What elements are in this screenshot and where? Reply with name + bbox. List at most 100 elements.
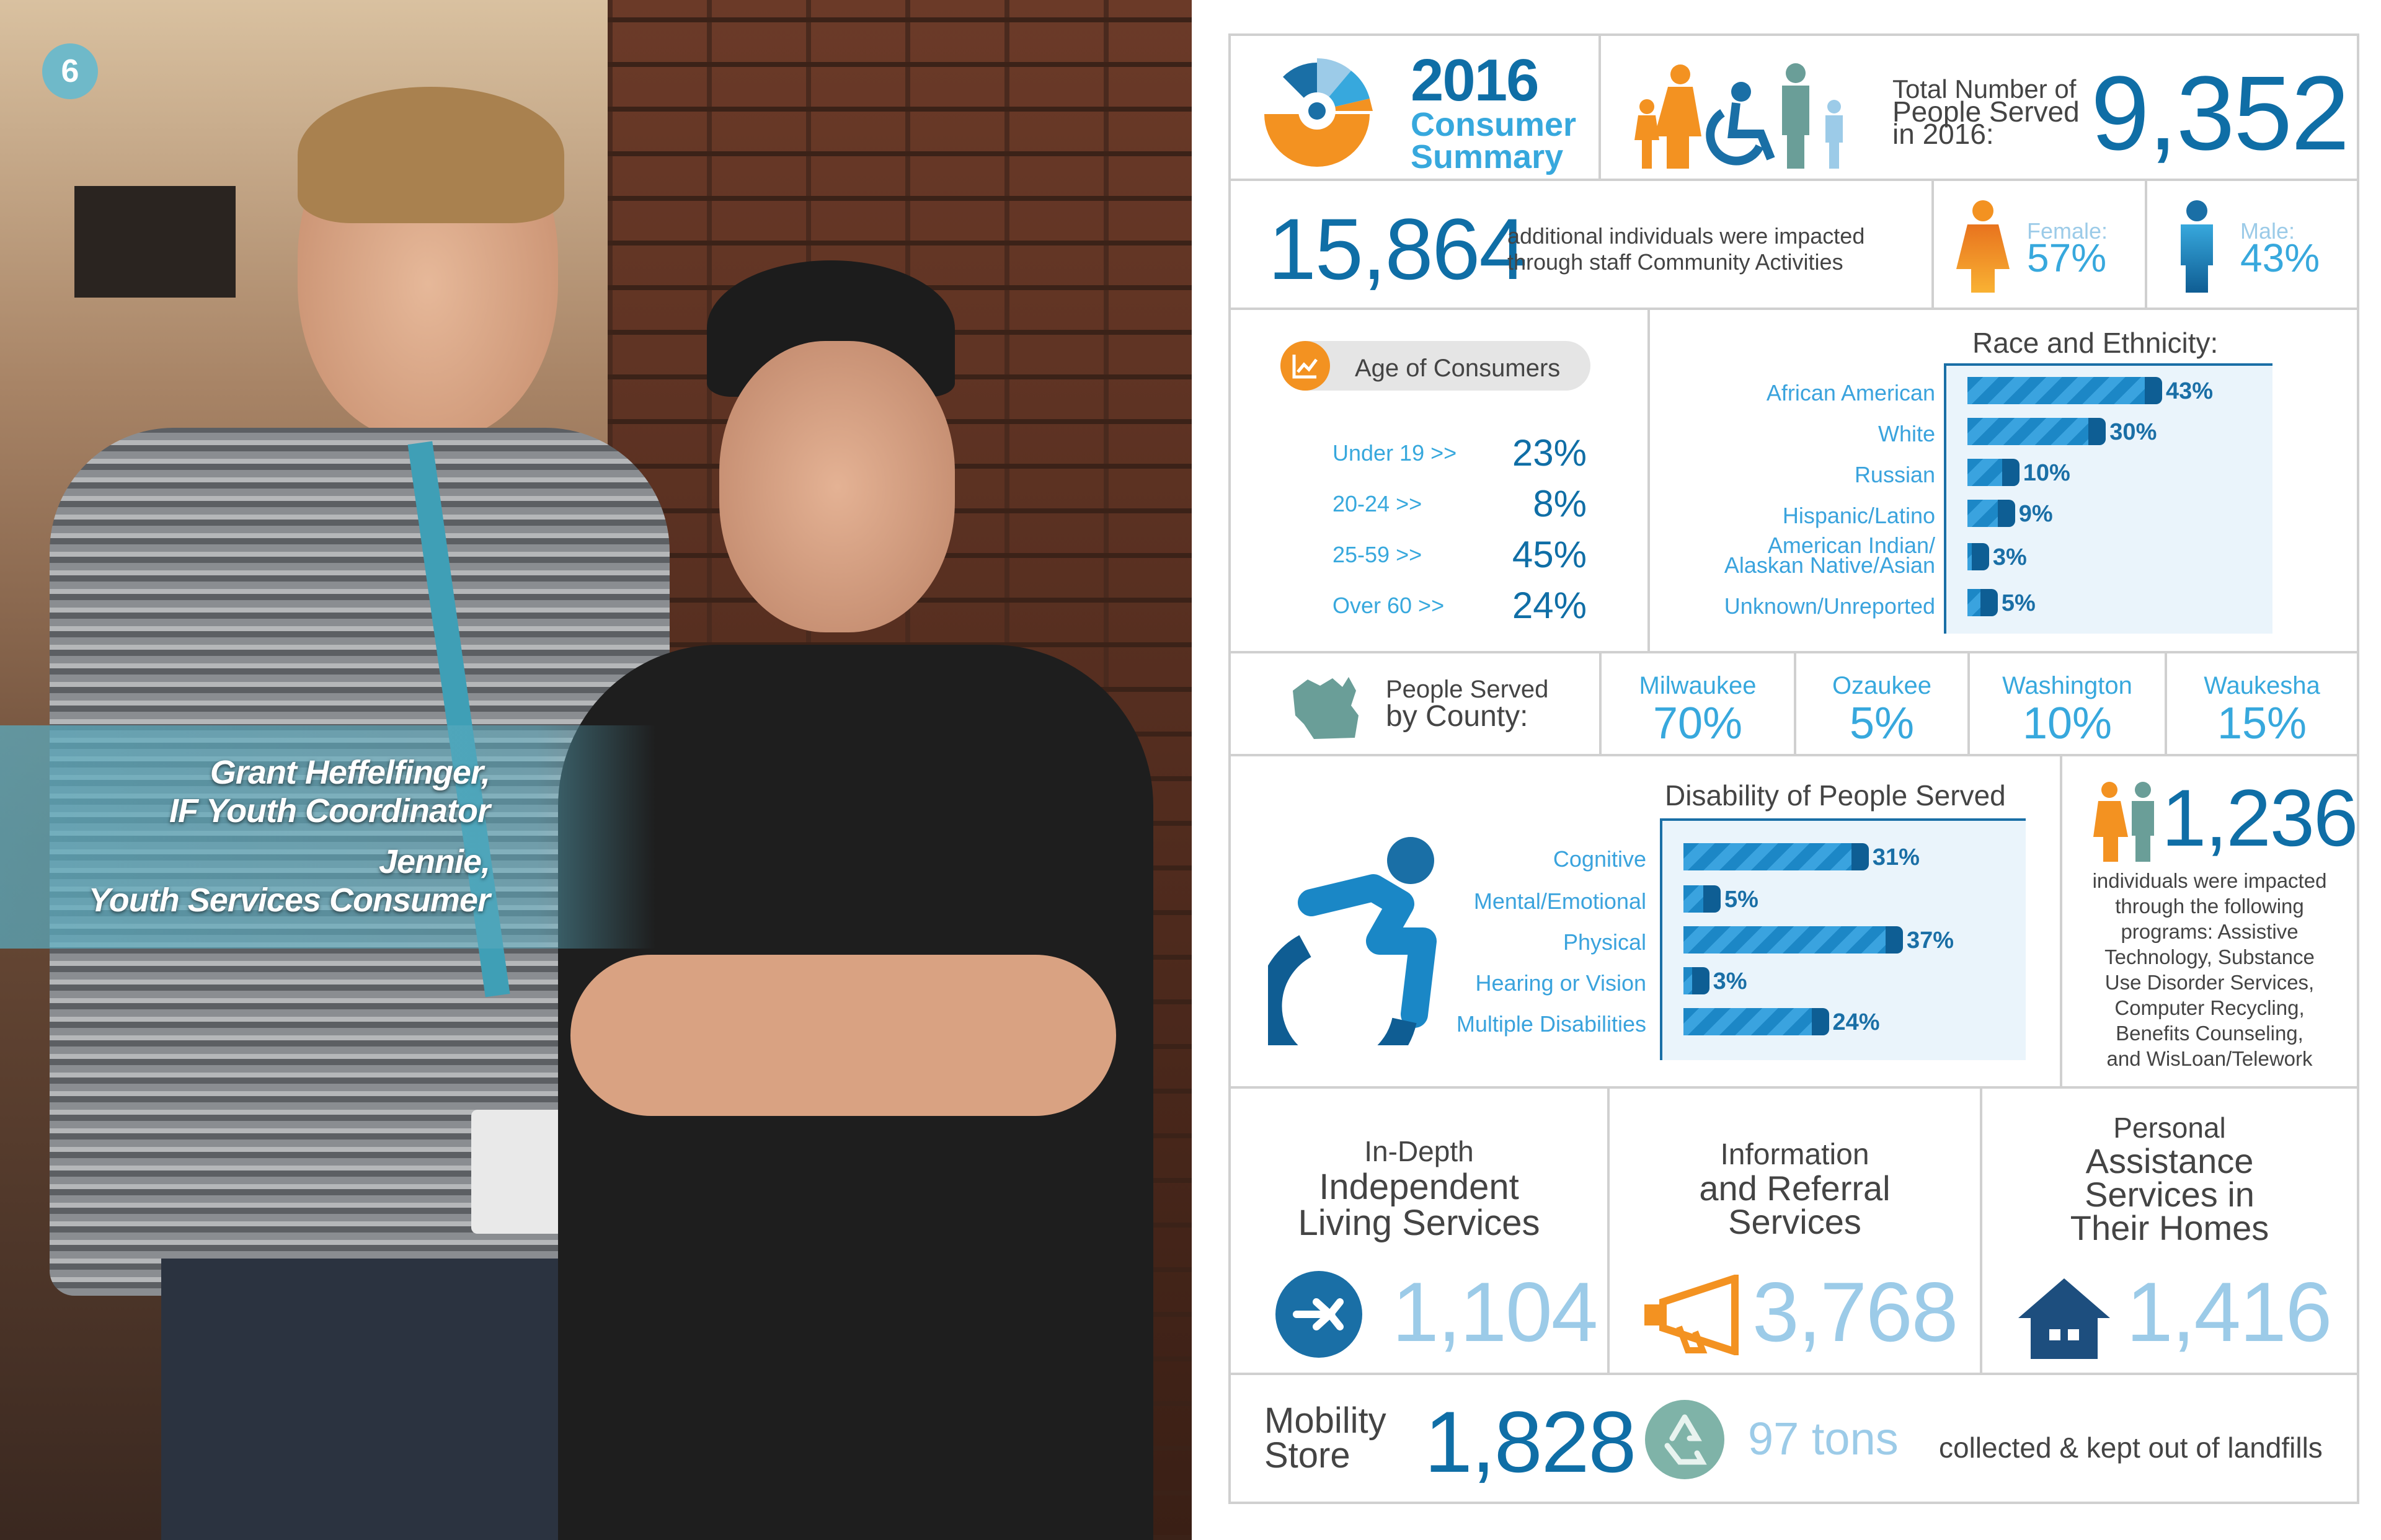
programs-line: and WisLoan/Telework	[2106, 1047, 2313, 1070]
race-pct-1: 30%	[2109, 419, 2157, 445]
female-icon	[1956, 200, 2010, 293]
mobility-value: 1,828	[1424, 1393, 1636, 1490]
disability-label-0: Cognitive	[1553, 846, 1646, 872]
programs-line: programs: Assistive	[2121, 920, 2299, 943]
race-bar-5	[1967, 589, 1998, 616]
race-bar-1	[1967, 418, 2106, 445]
county-label-1: People Served	[1386, 676, 1549, 703]
race-label-4-line2: Alaskan Native/Asian	[1724, 552, 1935, 578]
total-label-1: Total Number of	[1892, 74, 2077, 104]
disability-bar-4	[1683, 1008, 1829, 1035]
race-title: Race and Ethnicity:	[1972, 327, 2219, 359]
male-value: 43%	[2240, 236, 2320, 280]
service-title: Personal Assistance Services in Their Ho…	[1982, 1111, 2357, 1247]
race-chart-area	[1944, 363, 2272, 634]
service-value: 1,416	[2126, 1265, 2332, 1359]
service-value: 3,768	[1752, 1265, 1958, 1359]
programs-value: 1,236	[2162, 772, 2358, 863]
background-tv	[74, 186, 236, 298]
female-cell: Female: 57%	[1931, 179, 2147, 310]
county-label-2: by County:	[1386, 700, 1528, 733]
female-value: 57%	[2027, 236, 2107, 280]
race-bar-0	[1967, 377, 2162, 404]
house-icon	[2018, 1278, 2110, 1359]
impact-cell: 15,864 additional individuals were impac…	[1228, 179, 1934, 310]
race-cell: Race and Ethnicity: African American 43%…	[1647, 308, 2359, 653]
race-label-5: Unknown/Unreported	[1724, 593, 1935, 619]
female-label: Female:	[2027, 218, 2108, 244]
id-badge	[471, 1110, 564, 1234]
service-title-line1: Personal	[2113, 1112, 2226, 1144]
race-label-3: Hispanic/Latino	[1782, 503, 1935, 528]
disability-title: Disability of People Served	[1665, 779, 2006, 812]
programs-line: through the following	[2115, 895, 2304, 918]
disability-bar-2	[1683, 926, 1903, 954]
age-pill	[1280, 341, 1590, 391]
age-label: 20-24 >>	[1332, 491, 1422, 516]
male-label: Male:	[2240, 218, 2295, 244]
disability-cell: Disability of People Served Cognitive 31…	[1228, 754, 2062, 1089]
service-title-line2: Independent	[1319, 1167, 1519, 1207]
county-waukesha: Waukesha 15%	[2165, 651, 2359, 756]
age-value: 8%	[1533, 483, 1587, 524]
race-pct-2: 10%	[2023, 460, 2070, 486]
service-independent-living: In-Depth Independent Living Services 1,1…	[1228, 1086, 1610, 1375]
age-label: Under 19 >>	[1332, 440, 1457, 466]
service-title-line2: Assistance	[2085, 1141, 2254, 1180]
disability-pct-1: 5%	[1724, 887, 1758, 913]
impact-text: additional individuals were impacted thr…	[1507, 223, 1864, 275]
county-value: 15%	[2217, 699, 2307, 748]
total-label: Total Number of People Served in 2016:	[1892, 74, 2080, 150]
mobility-label-2: Store	[1264, 1435, 1350, 1476]
caption-role-2: Youth Services Consumer	[88, 882, 490, 919]
service-title-line3: Services in	[2085, 1175, 2255, 1214]
programs-line: Technology, Substance	[2104, 945, 2315, 968]
caption-band	[0, 725, 1192, 949]
total-value: 9,352	[2091, 55, 2349, 172]
disability-bar-1	[1683, 885, 1721, 913]
title-line2: Summary	[1411, 138, 1564, 175]
county-value: 10%	[2022, 699, 2113, 748]
programs-cell: 1,236 individuals were impacted through …	[2060, 754, 2359, 1089]
programs-line: individuals were impacted	[2092, 869, 2327, 892]
caption-name-2: Jennie,	[378, 843, 490, 880]
county-milwaukee: Milwaukee 70%	[1599, 651, 1796, 756]
caption-role-1: IF Youth Coordinator	[169, 792, 490, 830]
total-label-3: in 2016:	[1892, 118, 1994, 150]
county-label-cell: People Served by County:	[1228, 651, 1602, 756]
age-value: 24%	[1512, 585, 1587, 626]
caption-text: Grant Heffelfinger, IF Youth Coordinator…	[0, 753, 490, 919]
age-title: Age of Consumers	[1355, 355, 1561, 382]
page-number: 6	[42, 43, 98, 99]
title-line1: Consumer	[1411, 106, 1577, 143]
age-chart-icon	[1280, 341, 1330, 391]
age-label: 25-59 >>	[1332, 542, 1422, 567]
county-value: 70%	[1652, 699, 1743, 748]
county-name: Milwaukee	[1639, 672, 1757, 699]
mobility-label-1: Mobility	[1264, 1401, 1386, 1441]
disability-bar-3	[1683, 967, 1709, 994]
recycle-icon	[1645, 1400, 1724, 1479]
impact-value: 15,864	[1268, 200, 1527, 298]
race-label-4: American Indian/ Alaskan Native/Asian	[1650, 534, 1935, 578]
programs-line: Computer Recycling,	[2114, 996, 2305, 1019]
race-pct-3: 9%	[2018, 501, 2053, 527]
disability-label-4: Multiple Disabilities	[1456, 1011, 1646, 1037]
service-title-line3: Services	[1728, 1202, 1861, 1241]
disability-label-2: Physical	[1563, 929, 1646, 955]
age-value: 23%	[1512, 432, 1587, 474]
county-name: Washington	[2002, 672, 2132, 699]
caption-name-1: Grant Heffelfinger,	[210, 754, 490, 791]
age-value: 45%	[1512, 534, 1587, 575]
age-label: Over 60 >>	[1332, 593, 1445, 618]
race-bar-3	[1967, 500, 2015, 527]
disability-pct-4: 24%	[1832, 1009, 1880, 1035]
head-right	[719, 341, 955, 632]
tons-value: 97 tons	[1748, 1413, 1899, 1464]
race-label-2: Russian	[1854, 462, 1935, 487]
service-title-line4: Their Homes	[2070, 1208, 2269, 1247]
year: 2016	[1411, 47, 1540, 113]
disability-pct-2: 37%	[1907, 927, 1954, 954]
hair-left	[298, 87, 564, 223]
race-pct-4: 3%	[1992, 544, 2027, 570]
